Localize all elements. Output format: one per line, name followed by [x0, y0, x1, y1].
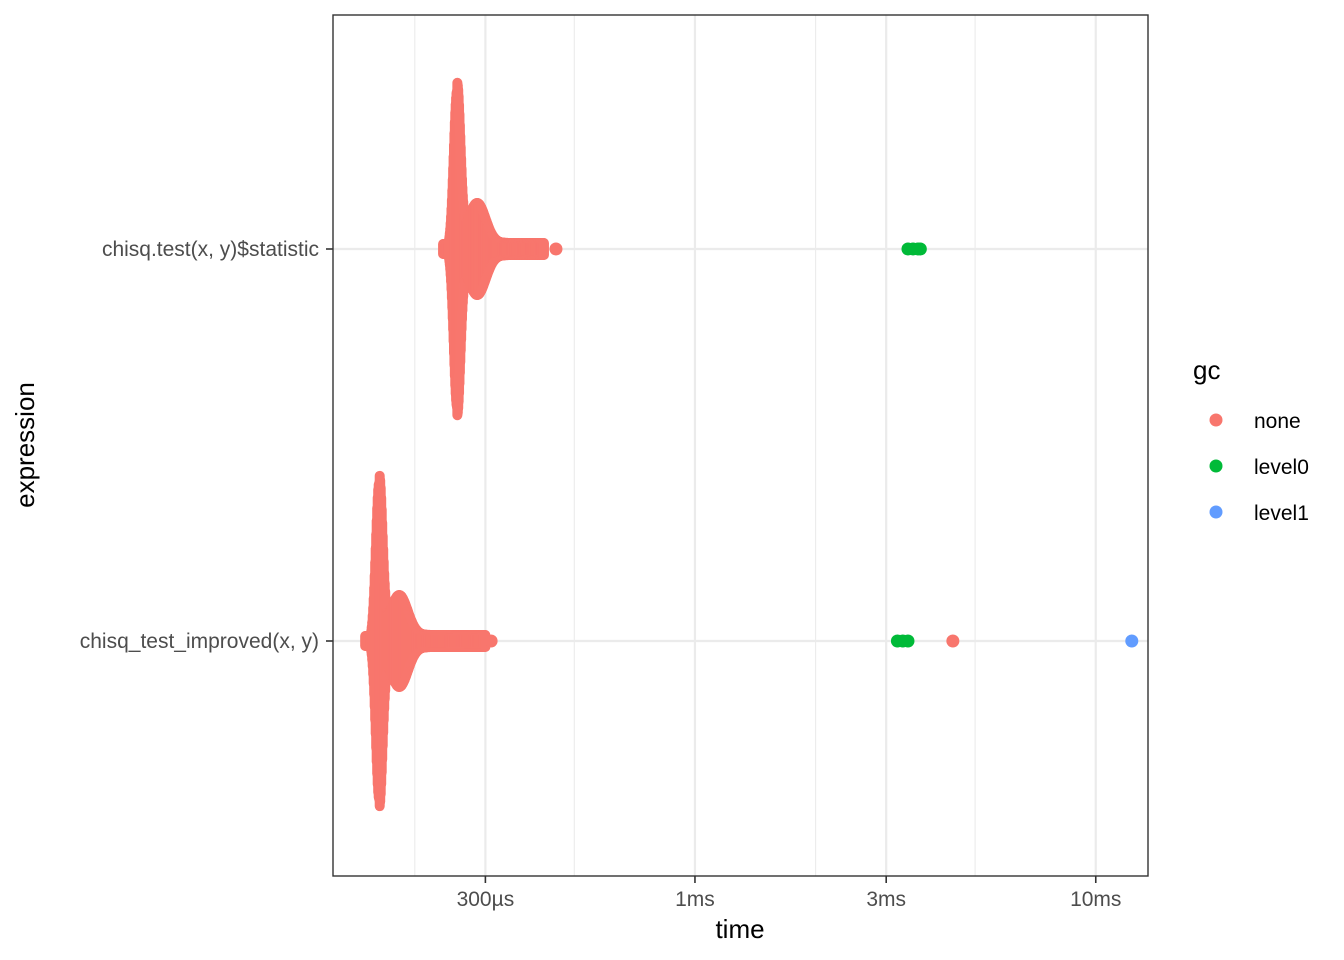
data-point-none	[484, 634, 498, 648]
data-point-level0	[913, 242, 927, 256]
plot-panel	[332, 14, 1149, 877]
y-tick-label: chisq_test_improved(x, y)	[80, 630, 319, 653]
x-tick-label: 1ms	[675, 888, 715, 911]
y-axis-title: expression	[10, 382, 40, 508]
legend-title: gc	[1193, 355, 1220, 385]
x-tick-label: 300µs	[457, 888, 515, 911]
cluster-none	[438, 77, 549, 421]
x-tick-label: 3ms	[866, 888, 906, 911]
y-axis: chisq.test(x, y)$statistic chisq_test_imp…	[80, 238, 333, 653]
x-axis: 300µs 1ms 3ms 10ms	[457, 876, 1121, 911]
x-axis-title: time	[715, 914, 764, 944]
legend-key-level0	[1209, 459, 1223, 473]
legend: gc none level0 level1	[1193, 355, 1309, 525]
legend-key-level1	[1209, 505, 1223, 519]
x-tick-label: 10ms	[1070, 888, 1121, 911]
legend-label-level0: level0	[1254, 456, 1309, 479]
data-point-level1	[1125, 634, 1139, 648]
panel-border	[332, 14, 1149, 877]
y-tick-label: chisq.test(x, y)$statistic	[102, 238, 319, 261]
legend-label-level1: level1	[1254, 502, 1309, 525]
panel-background	[333, 15, 1148, 876]
legend-label-none: none	[1254, 410, 1301, 433]
legend-key-none	[1209, 413, 1223, 427]
cluster-none	[360, 470, 491, 812]
data-point-none	[946, 634, 960, 648]
data-point-none	[549, 242, 563, 256]
data-point-level0	[901, 634, 915, 648]
